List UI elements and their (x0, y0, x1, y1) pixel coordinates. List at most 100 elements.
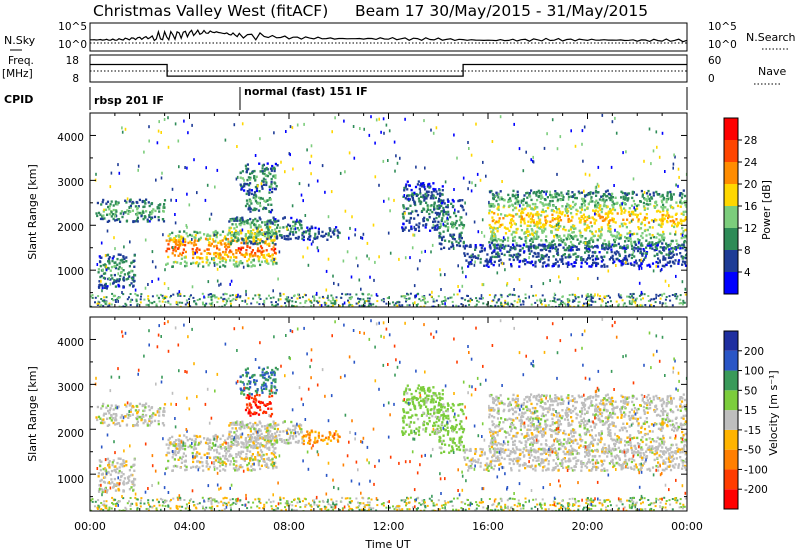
data-cell (325, 288, 328, 292)
data-cell (406, 304, 409, 307)
data-cell (556, 248, 559, 251)
data-cell (126, 272, 130, 275)
data-cell (503, 226, 506, 229)
data-cell (287, 223, 290, 226)
data-cell (317, 301, 320, 304)
data-cell (415, 223, 418, 226)
data-cell (196, 299, 199, 301)
data-cell (526, 227, 529, 231)
data-cell (444, 305, 447, 307)
data-cell (579, 231, 582, 234)
data-cell (569, 204, 572, 208)
data-cell (610, 196, 613, 199)
data-cell (124, 302, 127, 305)
data-cell (234, 223, 237, 226)
data-cell (244, 299, 246, 303)
data-cell (165, 263, 168, 266)
data-cell (453, 223, 457, 226)
data-cell (102, 214, 105, 217)
data-cell (570, 129, 572, 133)
data-cell (265, 453, 268, 456)
data-cell (575, 258, 578, 261)
data-cell (608, 258, 611, 261)
data-cell (683, 241, 686, 244)
data-cell (553, 243, 557, 246)
data-cell (280, 305, 283, 307)
data-cell (592, 295, 595, 298)
data-cell (560, 194, 563, 197)
data-cell (415, 210, 418, 213)
data-cell (411, 210, 414, 213)
data-cell (522, 169, 525, 173)
data-cell (144, 202, 147, 205)
data-cell (584, 215, 587, 219)
data-cell (668, 261, 671, 264)
data-cell (680, 255, 683, 258)
data-cell (114, 470, 118, 474)
data-cell (209, 438, 212, 442)
data-cell (260, 182, 263, 186)
data-cell (518, 236, 521, 239)
data-cell (585, 244, 589, 247)
data-cell (332, 299, 335, 302)
cpid-mode-normal: normal (fast) 151 IF (244, 85, 368, 98)
data-cell (374, 141, 376, 145)
data-cell (263, 240, 266, 244)
data-cell (675, 248, 678, 251)
data-cell (107, 481, 110, 485)
data-cell (252, 228, 255, 232)
data-cell (134, 288, 137, 292)
data-cell (449, 233, 452, 237)
data-cell (675, 297, 678, 300)
data-cell (337, 231, 340, 234)
data-cell (591, 232, 594, 235)
data-cell (151, 250, 154, 254)
data-cell (474, 260, 476, 264)
data-cell (317, 249, 320, 253)
data-cell (340, 296, 343, 299)
data-cell (629, 230, 632, 233)
data-cell (573, 261, 576, 264)
data-cell (415, 193, 418, 196)
data-cell (109, 282, 112, 286)
data-cell (453, 133, 455, 137)
data-cell (148, 204, 151, 208)
data-cell (448, 240, 451, 243)
data-cell (254, 252, 257, 255)
data-cell (510, 265, 513, 268)
data-cell (160, 304, 162, 307)
data-cell (607, 240, 610, 243)
data-cell (389, 251, 392, 255)
data-cell (479, 243, 482, 247)
data-cell (541, 202, 544, 206)
data-cell (219, 253, 222, 257)
data-cell (362, 298, 365, 301)
data-cell (217, 297, 220, 300)
data-cell (519, 221, 523, 224)
data-cell (435, 190, 438, 193)
data-cell (217, 256, 220, 260)
data-cell (316, 179, 319, 183)
data-cell (329, 235, 333, 238)
data-cell (269, 220, 272, 224)
data-cell (659, 293, 662, 296)
data-cell (363, 127, 365, 131)
data-cell (545, 221, 548, 225)
data-cell (232, 457, 235, 460)
data-cell (276, 164, 279, 167)
data-cell (502, 236, 505, 240)
data-cell (618, 237, 621, 240)
data-cell (171, 442, 174, 445)
data-cell (245, 293, 247, 297)
data-cell (632, 293, 635, 296)
data-cell (347, 305, 350, 307)
data-cell (574, 295, 577, 298)
data-cell (237, 238, 240, 241)
data-cell (438, 215, 441, 218)
data-cell (235, 260, 238, 264)
nsky-frame (89, 22, 688, 52)
data-cell (348, 236, 350, 240)
data-cell (593, 261, 596, 264)
data-cell (112, 208, 115, 212)
data-cell (151, 413, 154, 417)
